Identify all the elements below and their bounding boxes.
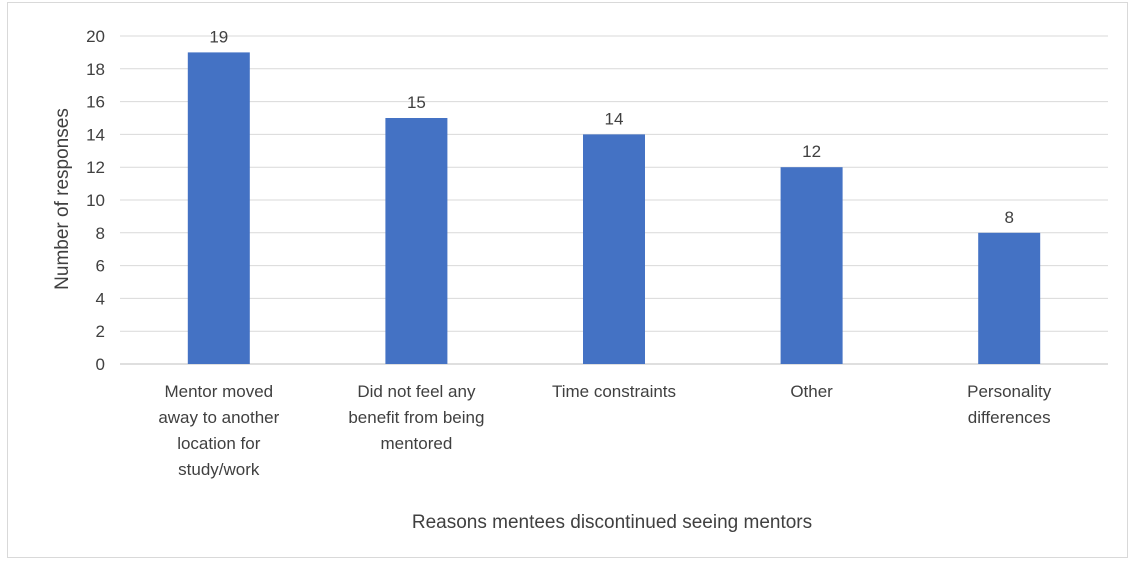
y-tick-label: 12 bbox=[86, 158, 105, 177]
gridlines bbox=[120, 35, 1108, 365]
y-tick-label: 16 bbox=[86, 93, 105, 112]
x-category-label: differences bbox=[968, 408, 1051, 427]
x-axis-title: Reasons mentees discontinued seeing ment… bbox=[412, 512, 812, 533]
bar bbox=[385, 118, 448, 364]
y-tick-label: 2 bbox=[96, 322, 105, 341]
y-tick-label: 0 bbox=[96, 355, 105, 374]
x-category-label: Did not feel any bbox=[357, 382, 476, 401]
y-tick-label: 8 bbox=[96, 224, 105, 243]
x-category-label: benefit from being bbox=[348, 408, 484, 427]
x-category-label: away to another bbox=[158, 408, 279, 427]
y-tick-label: 4 bbox=[96, 289, 105, 308]
y-tick-label: 18 bbox=[86, 60, 105, 79]
data-label: 14 bbox=[605, 109, 624, 128]
bars bbox=[187, 52, 1041, 365]
data-label: 15 bbox=[407, 93, 426, 112]
x-category-label: location for bbox=[177, 434, 260, 453]
x-category-label: study/work bbox=[178, 460, 260, 479]
y-axis-title: Number of responses bbox=[52, 108, 73, 290]
x-category-label: Mentor moved bbox=[164, 382, 273, 401]
data-labels: 19 15 14 12 8 bbox=[209, 27, 1014, 226]
y-tick-label: 10 bbox=[86, 191, 105, 210]
y-tick-label: 14 bbox=[86, 125, 105, 144]
x-category-label: Other bbox=[790, 382, 833, 401]
bar bbox=[780, 167, 843, 364]
data-label: 8 bbox=[1004, 208, 1013, 227]
data-label: 12 bbox=[802, 142, 821, 161]
data-label: 19 bbox=[209, 27, 228, 46]
y-axis-tick-labels: 0 2 4 6 8 10 12 14 16 18 20 bbox=[86, 27, 105, 374]
bar bbox=[978, 232, 1041, 364]
x-category-label: Time constraints bbox=[552, 382, 676, 401]
x-category-label: Personality bbox=[967, 382, 1052, 401]
x-axis-category-labels: Mentor moved away to another location for s… bbox=[158, 382, 1051, 479]
bar bbox=[583, 134, 645, 364]
x-category-label: mentored bbox=[380, 434, 452, 453]
bar bbox=[187, 52, 250, 365]
y-tick-label: 6 bbox=[96, 257, 105, 276]
y-tick-label: 20 bbox=[86, 27, 105, 46]
